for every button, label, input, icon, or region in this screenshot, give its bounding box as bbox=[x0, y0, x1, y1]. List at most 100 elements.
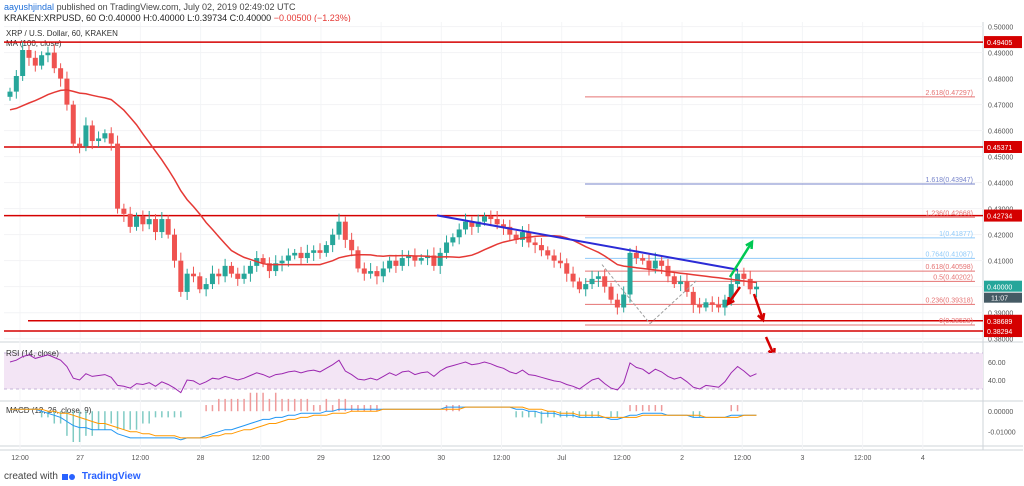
candle-body bbox=[83, 125, 89, 147]
price-level-label: 0.45371 bbox=[987, 145, 1012, 152]
candle bbox=[519, 226, 525, 247]
arrow-shaft bbox=[764, 336, 776, 356]
x-tick-label: 12:00 bbox=[252, 455, 270, 462]
candle-body bbox=[576, 281, 582, 290]
candle-body bbox=[222, 265, 228, 277]
candle bbox=[614, 293, 620, 315]
x-tick-label: 12:00 bbox=[854, 455, 872, 462]
author-name[interactable]: aayushjindal bbox=[4, 2, 55, 12]
candle-body bbox=[102, 133, 108, 139]
arrow-segment-icon bbox=[726, 286, 742, 307]
candle bbox=[45, 46, 51, 63]
candle bbox=[684, 273, 690, 297]
x-tick-label: 12:00 bbox=[733, 455, 751, 462]
candle bbox=[513, 230, 519, 244]
candle bbox=[595, 271, 601, 287]
candle bbox=[279, 255, 285, 272]
created-with-text: created with bbox=[4, 471, 58, 482]
candle-body bbox=[671, 276, 677, 285]
y-tick-label: 0.45000 bbox=[988, 155, 1013, 162]
candle bbox=[285, 248, 291, 267]
candle-body bbox=[621, 294, 627, 308]
price-chart[interactable]: 12:00 27 12:00 28 12:00 29 12:00 30 12:00 Jul 12:0… bbox=[0, 22, 1024, 466]
candle-body bbox=[722, 299, 728, 308]
candle-body bbox=[235, 273, 241, 279]
bearish-arrow-icon bbox=[752, 293, 766, 323]
candle bbox=[228, 261, 234, 278]
candle-body bbox=[153, 219, 159, 233]
candle-body bbox=[45, 52, 51, 56]
candle-body bbox=[323, 245, 329, 253]
fib-level-label: 1(0.41877) bbox=[939, 231, 973, 238]
candle bbox=[456, 223, 462, 245]
candle-body bbox=[77, 143, 83, 147]
arrow-shaft bbox=[752, 293, 765, 321]
candle bbox=[342, 216, 348, 248]
candle bbox=[355, 246, 361, 273]
candle bbox=[51, 44, 57, 74]
candle bbox=[633, 245, 639, 265]
x-tick-label: 2 bbox=[680, 455, 684, 462]
candle-body bbox=[178, 260, 184, 292]
price-level-tag bbox=[984, 325, 1022, 338]
candle bbox=[741, 267, 747, 286]
current-price-tag bbox=[984, 280, 1022, 292]
y-tick-label: 0.49000 bbox=[988, 51, 1013, 58]
candle bbox=[406, 250, 412, 267]
candle-body bbox=[13, 76, 19, 92]
candle bbox=[437, 247, 443, 274]
candle-body bbox=[159, 219, 165, 233]
candle-body bbox=[412, 255, 418, 261]
candle bbox=[754, 281, 760, 298]
candle-body bbox=[190, 273, 196, 277]
price-level-tag bbox=[984, 140, 1022, 153]
arrow-head bbox=[756, 312, 766, 323]
y-tick-label: 0.47000 bbox=[988, 103, 1013, 110]
candle-body bbox=[96, 138, 102, 142]
candle-body bbox=[716, 304, 722, 308]
candle bbox=[399, 250, 405, 271]
arrow-shaft bbox=[726, 286, 742, 305]
price-level-tag bbox=[984, 209, 1022, 222]
candle-body bbox=[463, 221, 469, 230]
x-tick-label: 12:00 bbox=[493, 455, 511, 462]
candle-body bbox=[304, 252, 310, 259]
candle bbox=[393, 254, 399, 273]
candle bbox=[153, 214, 159, 241]
candle bbox=[431, 247, 437, 271]
tradingview-brand[interactable]: TradingView bbox=[81, 471, 141, 482]
candle-body bbox=[140, 216, 146, 225]
candle bbox=[26, 45, 32, 66]
chart-background bbox=[0, 22, 1024, 466]
y-tick-label: 0.42000 bbox=[988, 233, 1013, 240]
candle-body bbox=[684, 281, 690, 292]
candle bbox=[608, 282, 614, 304]
macd-legend: MACD (12, 26, close, 9) bbox=[6, 406, 92, 415]
y-tick-label: 0.50000 bbox=[988, 25, 1013, 32]
rsi-band bbox=[4, 353, 983, 389]
candle bbox=[671, 272, 677, 288]
candle bbox=[323, 241, 329, 257]
candle-body bbox=[735, 273, 741, 285]
candle-body bbox=[500, 224, 506, 227]
price-level-label: 0.49405 bbox=[987, 40, 1012, 47]
candle-body bbox=[260, 258, 266, 264]
x-tick-label: 30 bbox=[437, 455, 445, 462]
candle bbox=[20, 41, 26, 81]
candle-body bbox=[519, 232, 525, 240]
price-level-label: 0.42734 bbox=[987, 214, 1012, 221]
fib-level-label: 0.236(0.39318) bbox=[926, 297, 973, 304]
projection-dashed-line bbox=[649, 279, 698, 324]
countdown-label: 11:07 bbox=[991, 296, 1008, 303]
candle bbox=[209, 265, 215, 290]
candle bbox=[260, 254, 266, 268]
candle bbox=[159, 212, 165, 239]
candle-body bbox=[640, 258, 646, 261]
candle bbox=[64, 71, 70, 111]
candle-body bbox=[595, 276, 601, 279]
candle-body bbox=[741, 273, 747, 279]
candle-body bbox=[393, 260, 399, 266]
candle-body bbox=[197, 276, 203, 290]
candle bbox=[235, 267, 241, 286]
candle bbox=[304, 244, 310, 264]
